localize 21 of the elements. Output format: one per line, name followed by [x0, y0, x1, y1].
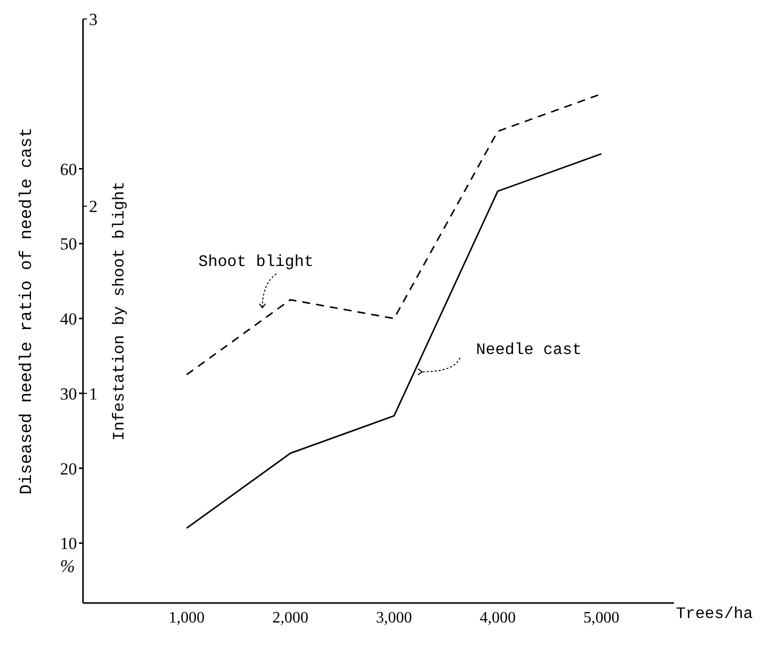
y-tick-label: 60	[60, 160, 77, 179]
text: %	[60, 556, 75, 577]
y-axis-title: Diseased needle ratio of needle cast	[18, 127, 38, 495]
y2-axis-title: Infestation by shoot blight	[110, 181, 129, 441]
y-tick-label: 40	[60, 310, 77, 329]
y-tick-label: 20	[60, 459, 77, 478]
x-tick-label: 2,000	[272, 609, 308, 626]
y2-tick-label: 2	[89, 197, 98, 216]
y2-tick-label: 1	[89, 384, 98, 404]
x-tick-label: 4,000	[480, 609, 516, 626]
y-tick-label: 50	[60, 234, 77, 254]
y-tick-label: 30	[60, 384, 77, 404]
x-tick-label: 1,000	[168, 609, 205, 626]
text: Needle cast	[476, 340, 582, 359]
x-tick-label: 5,000	[583, 609, 620, 626]
x-axis-title: Trees/ha	[676, 605, 753, 623]
y-tick-label: 10	[60, 534, 77, 554]
line-series	[186, 153, 602, 529]
x-tick-label: 3,000	[376, 609, 412, 626]
y2-tick-label: 3	[89, 10, 98, 30]
text: Shoot blight	[198, 252, 314, 271]
